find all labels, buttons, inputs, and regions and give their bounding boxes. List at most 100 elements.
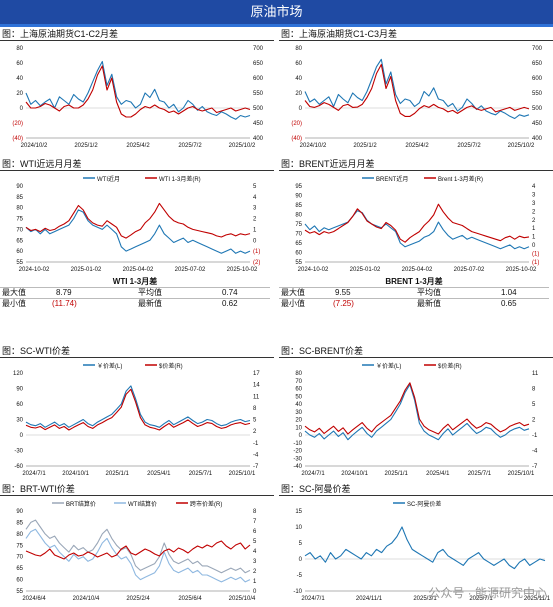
x-tick-label: 2025-04-02 [402,267,433,273]
y-tick-label-left: 80 [295,46,302,52]
stat-label: 最新值 [138,299,162,308]
y-tick-label-right: -4 [253,452,259,458]
y-tick-label-right: (1) [532,260,539,266]
y-tick-label-left: 50 [295,394,302,400]
chart-title: 图：WTI近远月月差 [0,158,274,171]
y-tick-label-left: 55 [295,260,302,266]
y-tick-label-right: 550 [253,91,264,97]
series-line [304,63,530,117]
y-tick-label-left: 80 [295,213,302,219]
y-tick-label-left: 10 [295,425,302,431]
x-tick-label: 2025/1/1 [106,471,130,477]
chart-panel-sc-c1c2: 图：上海原油期货C1-C2月差 (40) (20) 0 20 40 60 80 400 450 5… [0,28,274,152]
x-tick-label: 2025/10/1 [229,471,256,477]
y-tick-label-right: 3 [532,192,536,198]
stat-value: 1.04 [501,288,517,297]
chart-sc-wti: ￥价差(L) $价差(R) -60 -30 0 30 60 90 120 -7 -4 -1 2 5 8 11 1… [13,362,260,477]
y-tick-label-left: 70 [295,232,302,238]
x-tick-label: 2025/7/1 [469,596,493,602]
x-tick-label: 2025/10/4 [229,596,256,602]
y-tick-label-right: 2 [253,569,257,575]
x-tick-label: 2025/1/1 [385,471,409,477]
x-tick-label: 2025-07-02 [454,267,485,273]
stat-label: 最小值 [2,299,26,308]
y-tick-label-left: 0 [20,106,24,112]
y-tick-label-right: 11 [253,394,260,400]
y-tick-label-left: -20 [293,449,302,455]
y-tick-label-right: 500 [253,106,264,112]
stat-label: 平均值 [138,288,162,297]
stats-table-wti: WTI 1-3月差 最大值 8.79 平均值 0.74 最小值 (11.74) … [0,277,270,309]
x-tick-label: 2024/10/2 [300,143,327,149]
y-tick-label-left: 60 [16,61,23,67]
y-tick-label-right: 1 [253,579,257,585]
y-tick-label-left: 30 [16,418,23,424]
series-line [304,526,546,570]
y-tick-label-left: 85 [16,520,23,526]
series-line [25,388,251,431]
y-tick-label-right: -1 [253,441,259,447]
y-tick-label-right: 3 [253,559,257,565]
y-tick-label-left: 90 [16,184,23,190]
stats-row: 最大值 9.55 平均值 1.04 [279,287,549,298]
y-tick-label-left: 95 [295,184,302,190]
y-tick-label-right: 7 [253,519,257,525]
x-tick-label: 2024/10/1 [62,471,89,477]
series-line [304,58,530,120]
chart-panel-sc-brent: 图：SC-BRENT价差 ￥价差(L) $价差(R) -40 -30 -20 -10 0 10… [279,345,553,480]
y-tick-label-left: 70 [16,227,23,233]
series-line [25,519,251,574]
y-tick-label-right: 600 [532,76,543,82]
stat-value: (7.25) [333,299,354,308]
stats-table-title: WTI 1-3月差 [112,277,158,286]
x-tick-label: 2025/4/2 [126,143,150,149]
y-tick-label-right: 650 [532,61,543,67]
chart-sc-c1c2: (40) (20) 0 20 40 60 80 400 450 500 550 600 650 700 20… [12,46,264,149]
x-tick-label: 2025/2/4 [126,596,150,602]
y-tick-label-right: 3 [532,201,536,207]
y-tick-label-right: 600 [253,76,264,82]
legend-label: ￥价差(L) [97,362,122,370]
stat-value: 9.55 [335,288,351,297]
y-tick-label-left: 10 [295,525,302,531]
y-tick-label-left: 60 [16,578,23,584]
y-tick-label-left: (20) [291,121,302,127]
stat-label: 最新值 [417,299,441,308]
x-tick-label: 2024/10/1 [341,471,368,477]
y-tick-label-right: 8 [253,509,257,515]
y-tick-label-left: 20 [295,91,302,97]
chart-brt-wti: BRT结算价 WTI结算价 跨市价差(R)556065707580859001234… [16,500,257,602]
y-tick-label-left: 5 [299,541,303,547]
series-line [25,65,251,118]
y-tick-label-left: 60 [295,61,302,67]
y-tick-label-left: -30 [293,456,302,462]
x-tick-label: 2025-07-02 [175,267,206,273]
y-tick-label-left: 65 [295,241,302,247]
legend-label: WTI 1-3月差(R) [159,175,201,183]
y-tick-label-right: 17 [253,371,260,377]
y-tick-label-right: 5 [253,184,257,190]
chart-title: 图：BRENT近远月月差 [279,158,553,171]
x-tick-label: 2024-10-02 [19,267,50,273]
y-tick-label-right: 1 [532,235,536,241]
y-tick-label-left: 30 [295,410,302,416]
y-tick-label-left: 65 [16,566,23,572]
y-tick-label-right: 8 [532,387,536,393]
y-tick-label-left: (40) [291,136,302,142]
chart-title: 图：上海原油期货C1-C3月差 [279,28,553,41]
watermark: 公众号 · 能源研究中心 [428,586,547,600]
chart-title: 图：BRT-WTI价差 [0,483,274,496]
y-tick-label-left: 40 [295,76,302,82]
y-tick-label-left: 80 [295,371,302,377]
y-tick-label-left: 0 [299,557,303,563]
x-tick-label: 2025-01-02 [350,267,381,273]
y-tick-label-left: 0 [20,433,24,439]
y-tick-label-left: 20 [16,91,23,97]
y-tick-label-left: -10 [293,441,302,447]
y-tick-label-left: 85 [16,195,23,201]
y-tick-label-left: 15 [295,509,302,515]
chart-sc-oman: SC-阿曼价差 -10 -5 0 5 10 15 2024/7/1 2024/11/1 2025/… [293,500,550,602]
series-line [25,528,251,583]
y-tick-label-right: 4 [253,549,257,555]
chart-panel-sc-wti: 图：SC-WTI价差 ￥价差(L) $价差(R) -60 -30 0 30 60 90 120 -… [0,345,274,480]
